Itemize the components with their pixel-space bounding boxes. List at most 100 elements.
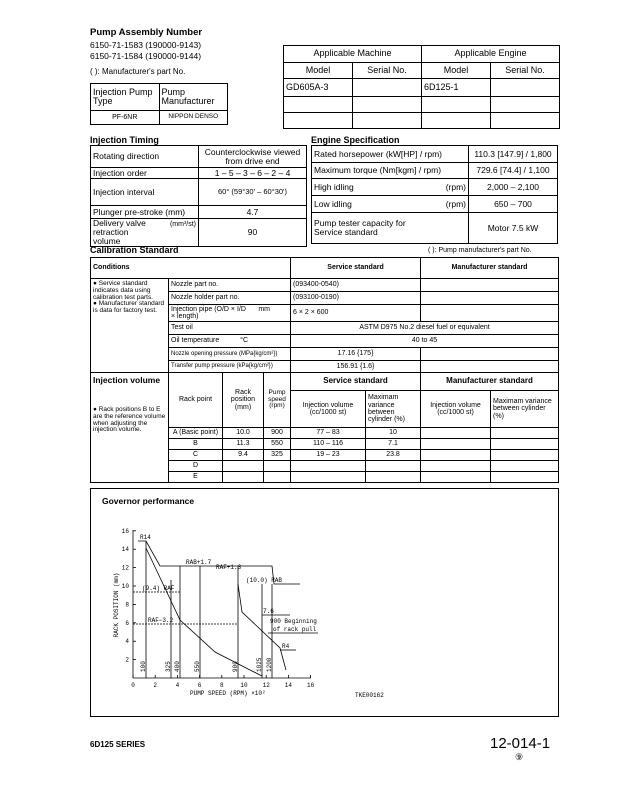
series: 6D125 SERIES bbox=[90, 740, 146, 749]
section-title: Engine Specification bbox=[311, 135, 400, 145]
page-number: 12-014-1 bbox=[490, 735, 551, 752]
table-row: ● Service standard indicates data using … bbox=[90, 278, 560, 373]
cell-text: Injection volume (cc/1000 st) bbox=[420, 390, 492, 428]
table-row: Conditions Service standard Manufacturer s… bbox=[90, 257, 560, 279]
y-tick-label: 2 bbox=[125, 657, 129, 664]
table-row: (rpm) Low idling 650 – 700 bbox=[311, 195, 558, 213]
y-tick-label: 14 bbox=[122, 546, 130, 553]
governor-box bbox=[90, 488, 559, 717]
annotation: (10.0) RAB bbox=[246, 577, 282, 584]
table-cell: Injection volume ● Rack positions B to E … bbox=[90, 372, 169, 483]
table-body: Applicable Machine Applicable Engine Mode… bbox=[283, 45, 560, 129]
unit: (mm³/st) bbox=[169, 221, 196, 228]
section-title: Injection Timing bbox=[90, 135, 159, 145]
table: Rated horsepower (kW[HP] / rpm) 110.3 [14… bbox=[311, 145, 558, 244]
x-tick-label: 8 bbox=[220, 682, 224, 689]
cell-text: NIPPON DENSO bbox=[158, 110, 228, 125]
table-row: Injection volume (cc/1000 st) Maximam var… bbox=[91, 390, 560, 428]
table-row: Rotating direction Counterclockwise viewe… bbox=[90, 145, 307, 168]
table-cell: (mm³/st) Delivery valve retraction volume bbox=[90, 218, 199, 247]
x-tick-label: 16 bbox=[307, 682, 315, 689]
section-title: Calibration Standard bbox=[90, 245, 179, 255]
table-cell: ● Service standard indicates data using … bbox=[90, 278, 169, 373]
x-tick-label: 4 bbox=[176, 682, 180, 689]
speed-label: 100 bbox=[140, 661, 147, 672]
cell-text: Injection interval bbox=[90, 178, 199, 206]
label: High idling bbox=[314, 181, 354, 192]
annotation: 7.6 bbox=[263, 608, 274, 615]
table-cell bbox=[490, 471, 560, 483]
table-row: mm Injection pipe (O/D × I/D × length) 6 ×… bbox=[91, 304, 560, 322]
title: Pump Assembly Number bbox=[90, 27, 203, 38]
cell-text: 4.7 bbox=[198, 205, 307, 219]
unit: (rpm) bbox=[445, 198, 466, 209]
table-row: Maximum torque (Nm[kgm] / rpm) 729.6 [74.… bbox=[311, 162, 558, 179]
table: Conditions Service standard Manufacturer s… bbox=[90, 257, 560, 483]
part-number: 6150-71-1584 (190000-9144) bbox=[90, 51, 202, 61]
annotation: 900 Beginning bbox=[270, 618, 317, 625]
table-body: Injection Pump Type Pump Manufacturer PF-… bbox=[90, 83, 228, 125]
table-cell bbox=[364, 471, 422, 483]
y-tick-label: 16 bbox=[122, 528, 130, 535]
cell-text: Pump Manufacturer bbox=[158, 83, 228, 111]
table-row: Applicable Machine Applicable Engine bbox=[283, 45, 560, 63]
speed-label: 1200 bbox=[266, 657, 273, 672]
cell-text: Rack position (mm) bbox=[222, 372, 264, 428]
cell-text: 90 bbox=[198, 218, 307, 247]
section-title: Injection volume bbox=[93, 375, 161, 385]
speed-label: 550 bbox=[194, 661, 201, 672]
x-tick-label: 2 bbox=[153, 682, 157, 689]
annotation: R14 bbox=[140, 534, 151, 541]
table-row: E bbox=[91, 471, 560, 483]
y-tick-label: 12 bbox=[122, 565, 130, 572]
table-row: PF-6NR NIPPON DENSO bbox=[90, 110, 228, 125]
cell-text: Pump speed (rpm) bbox=[263, 372, 291, 428]
x-tick-label: 12 bbox=[263, 682, 271, 689]
table-row bbox=[283, 112, 560, 129]
annotation: of rack pull bbox=[273, 626, 317, 633]
table-row: Nozzle holder part no. (093100-0190) bbox=[91, 291, 560, 305]
annotation: RAB+1.7 bbox=[186, 559, 212, 566]
table-row: Injection Pump Type Pump Manufacturer bbox=[90, 83, 228, 111]
curve bbox=[145, 547, 263, 677]
graph-lines bbox=[132, 530, 318, 679]
speed-label: 1025 bbox=[256, 657, 263, 672]
curve bbox=[138, 540, 300, 585]
y-tick-label: 4 bbox=[125, 638, 129, 645]
cell-text: PF-6NR bbox=[90, 110, 160, 125]
table-body: Conditions Service standard Manufacturer s… bbox=[90, 257, 560, 483]
unit: (rpm) bbox=[445, 181, 466, 192]
label: Oil temperature bbox=[171, 337, 220, 345]
cell-text: 729.6 [74.4] / 1,100 bbox=[468, 162, 558, 179]
section-title: Governor performance bbox=[102, 496, 195, 506]
cell-text: Plunger pre-stroke (mm) bbox=[90, 205, 199, 219]
axis-label: RACK POSITION (mm) bbox=[113, 573, 120, 638]
speed-label: 325 bbox=[165, 661, 172, 672]
table-row: B 11.3 550 110 – 116 7.1 bbox=[91, 438, 560, 450]
y-tick-label: 10 bbox=[122, 583, 130, 590]
table: Applicable Machine Applicable Engine Mode… bbox=[283, 45, 560, 129]
x-tick-label: 6 bbox=[198, 682, 202, 689]
label: Pump tester capacity for Service standar… bbox=[314, 218, 406, 237]
x-tick-label: 10 bbox=[240, 682, 248, 689]
label: Injection pipe (O/D × I/D × length) bbox=[171, 305, 246, 320]
figure-code: TKE00162 bbox=[355, 692, 384, 699]
curve bbox=[237, 583, 287, 671]
table-cell: Pump tester capacity for Service standar… bbox=[311, 212, 469, 244]
x-tick-label: 14 bbox=[285, 682, 293, 689]
table-row: Plunger pre-stroke (mm) 4.7 bbox=[90, 205, 307, 219]
table-row: Transfer pump pressure (kPa{kg/cm²}) 156.… bbox=[91, 360, 560, 373]
table-row: (rpm) High idling 2,000 – 2,100 bbox=[311, 178, 558, 196]
table-row: Pump tester capacity for Service standar… bbox=[311, 212, 558, 244]
cell-text: Maximam variance between cylinder (%) bbox=[364, 390, 422, 428]
table-row: (mm³/st) Delivery valve retraction volume… bbox=[90, 218, 307, 247]
label: Delivery valve retraction volume bbox=[93, 218, 146, 246]
table-row: C 9.4 325 19 – 23 23.8 bbox=[91, 449, 560, 461]
part-number: 6150-71-1583 (190000-9143) bbox=[90, 40, 202, 50]
note: ● Manufacturer standard is data for fact… bbox=[93, 300, 165, 315]
speed-label: 400 bbox=[174, 661, 181, 672]
note: ● Service standard indicates data using … bbox=[93, 280, 153, 301]
axis-label: PUMP SPEED (RPM) ×10² bbox=[190, 690, 266, 697]
unit: °C bbox=[240, 337, 248, 345]
